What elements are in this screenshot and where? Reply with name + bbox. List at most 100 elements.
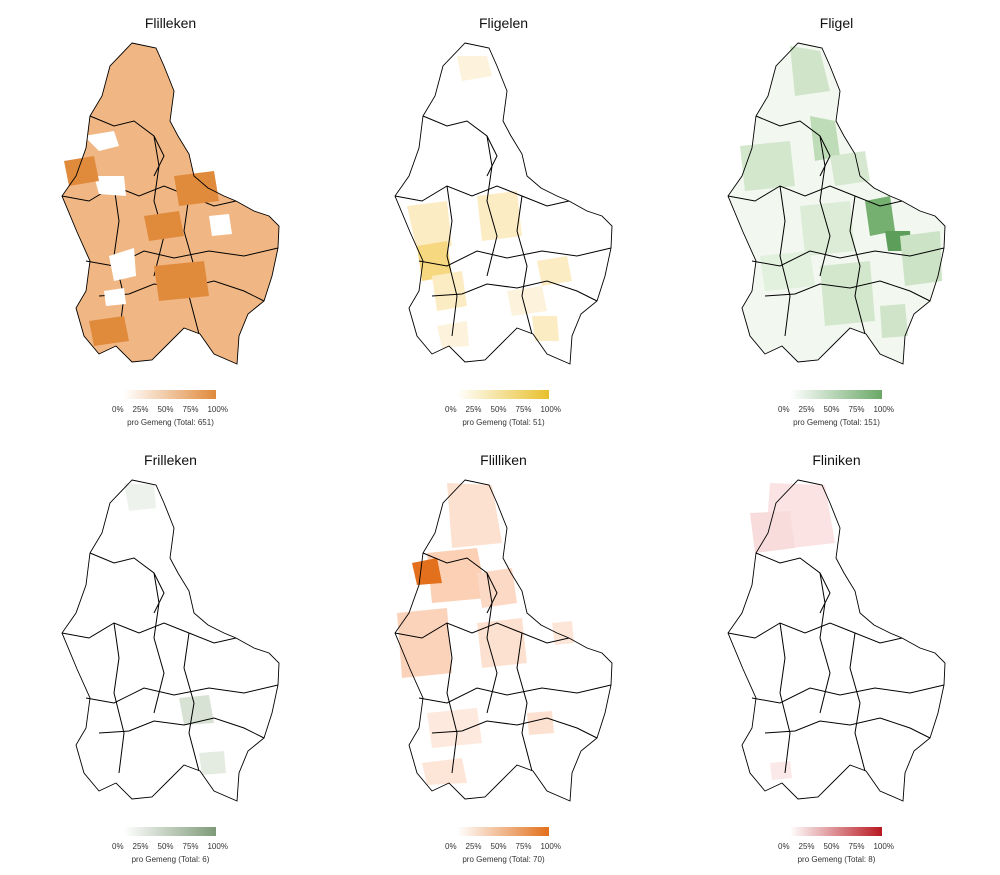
choropleth-map xyxy=(61,42,280,365)
light-patch xyxy=(427,708,482,748)
country-fill xyxy=(728,480,945,801)
gap-patch xyxy=(84,131,119,151)
gap-patch xyxy=(104,288,126,306)
light-patch xyxy=(750,511,795,553)
canton-border xyxy=(849,195,866,335)
panel-title: Flilliken xyxy=(480,452,527,468)
legend-gradient xyxy=(124,390,216,399)
canton-border xyxy=(751,684,945,704)
choropleth-map xyxy=(727,42,946,365)
map-panel-flilliken: Flilliken 0% 25% xyxy=(337,437,670,874)
legend-tick: 25% xyxy=(132,405,149,414)
legend-tick: 0% xyxy=(778,842,790,851)
light-patch xyxy=(437,321,469,348)
legend-tick: 50% xyxy=(490,842,507,851)
legend-tick: 100% xyxy=(873,842,894,851)
legend-caption: pro Gemeng (Total: 651) xyxy=(127,418,214,427)
light-patch xyxy=(457,56,492,81)
map-panel-fligelen: Fligelen 0% 25% 50% xyxy=(337,0,670,437)
legend-tick: 100% xyxy=(207,842,228,851)
canton-border xyxy=(727,622,903,644)
canton-border xyxy=(486,135,498,277)
hotspot-patch xyxy=(144,211,184,241)
green-patch xyxy=(865,196,895,236)
map-panel-flilleken: Flilleken 0% 25% xyxy=(4,0,337,437)
canton-border xyxy=(779,185,791,337)
gap-patch xyxy=(109,248,136,281)
light-patch xyxy=(537,256,572,286)
panel-title: Flilleken xyxy=(144,15,197,31)
legend-tick: 100% xyxy=(540,842,561,851)
legend-tick: 50% xyxy=(157,405,174,414)
map-panel-frilleken: Frilleken 0% 25% 50% 75% 100% pro xyxy=(4,437,337,874)
legend-tick: 75% xyxy=(515,405,532,414)
country-outline xyxy=(727,42,946,365)
panel-title: Fliniken xyxy=(812,452,861,468)
canton-border xyxy=(446,185,458,337)
canton-border xyxy=(394,185,570,207)
canton-border xyxy=(422,115,498,177)
light-patch xyxy=(124,483,156,511)
map-panel-fligel: Fligel 0% 25% xyxy=(670,0,1000,437)
legend-gradient xyxy=(457,390,549,399)
canton-border xyxy=(764,717,931,739)
green-patch xyxy=(880,304,908,338)
country-outline xyxy=(61,479,280,802)
legend-tick: 0% xyxy=(445,842,457,851)
gap-patch xyxy=(94,176,126,196)
canton-border xyxy=(418,247,612,267)
canton-border xyxy=(819,572,831,714)
light-patch xyxy=(527,711,554,735)
canton-border xyxy=(764,280,931,302)
green-patch xyxy=(740,141,795,191)
legend-tick: 25% xyxy=(132,842,149,851)
country-outline xyxy=(394,42,613,365)
country-outline xyxy=(727,479,946,802)
hotspot-patch xyxy=(412,558,442,585)
green-patch xyxy=(810,116,840,161)
legend-tick: 75% xyxy=(515,842,532,851)
canton-border xyxy=(61,185,237,207)
light-patch xyxy=(447,483,502,548)
canton-border xyxy=(418,684,612,704)
green-patch xyxy=(760,251,815,291)
light-patch xyxy=(199,751,226,775)
legend-tick: 0% xyxy=(778,405,790,414)
panel-title: Fligel xyxy=(819,15,854,31)
legend-tick: 75% xyxy=(182,842,199,851)
legend-tick: 100% xyxy=(207,405,228,414)
canton-border xyxy=(98,717,265,739)
legend-tick: 50% xyxy=(490,405,507,414)
legend-tick: 25% xyxy=(798,405,815,414)
legend-tick: 0% xyxy=(112,842,124,851)
canton-border xyxy=(751,247,945,267)
country-outline xyxy=(61,42,280,365)
country-fill xyxy=(62,480,279,801)
legend-ticks: 0% 25% 50% 75% 100% xyxy=(445,842,561,851)
canton-border xyxy=(779,622,791,774)
legend-caption: pro Gemeng (Total: 151) xyxy=(793,418,880,427)
legend-tick: 75% xyxy=(182,405,199,414)
canton-border xyxy=(446,622,458,774)
gap-patch xyxy=(209,214,232,236)
panel-title: Frilleken xyxy=(144,452,197,468)
light-patch xyxy=(407,201,452,251)
light-patch xyxy=(507,286,547,316)
panel-title: Fligelen xyxy=(478,15,529,31)
canton-border xyxy=(153,135,165,277)
light-patch xyxy=(417,241,452,281)
light-patch xyxy=(179,695,214,725)
green-patch xyxy=(820,261,875,326)
legend-gradient xyxy=(124,827,216,836)
legend-tick: 50% xyxy=(823,405,840,414)
green-patch xyxy=(790,46,830,96)
legend-tick: 25% xyxy=(798,842,815,851)
legend-tick: 50% xyxy=(823,842,840,851)
country-fill xyxy=(62,43,279,364)
green-patch xyxy=(830,151,870,186)
country-outline xyxy=(394,479,613,802)
choropleth-map xyxy=(727,479,946,802)
canton-border xyxy=(394,622,570,644)
canton-border xyxy=(183,632,200,772)
canton-border xyxy=(431,280,598,302)
